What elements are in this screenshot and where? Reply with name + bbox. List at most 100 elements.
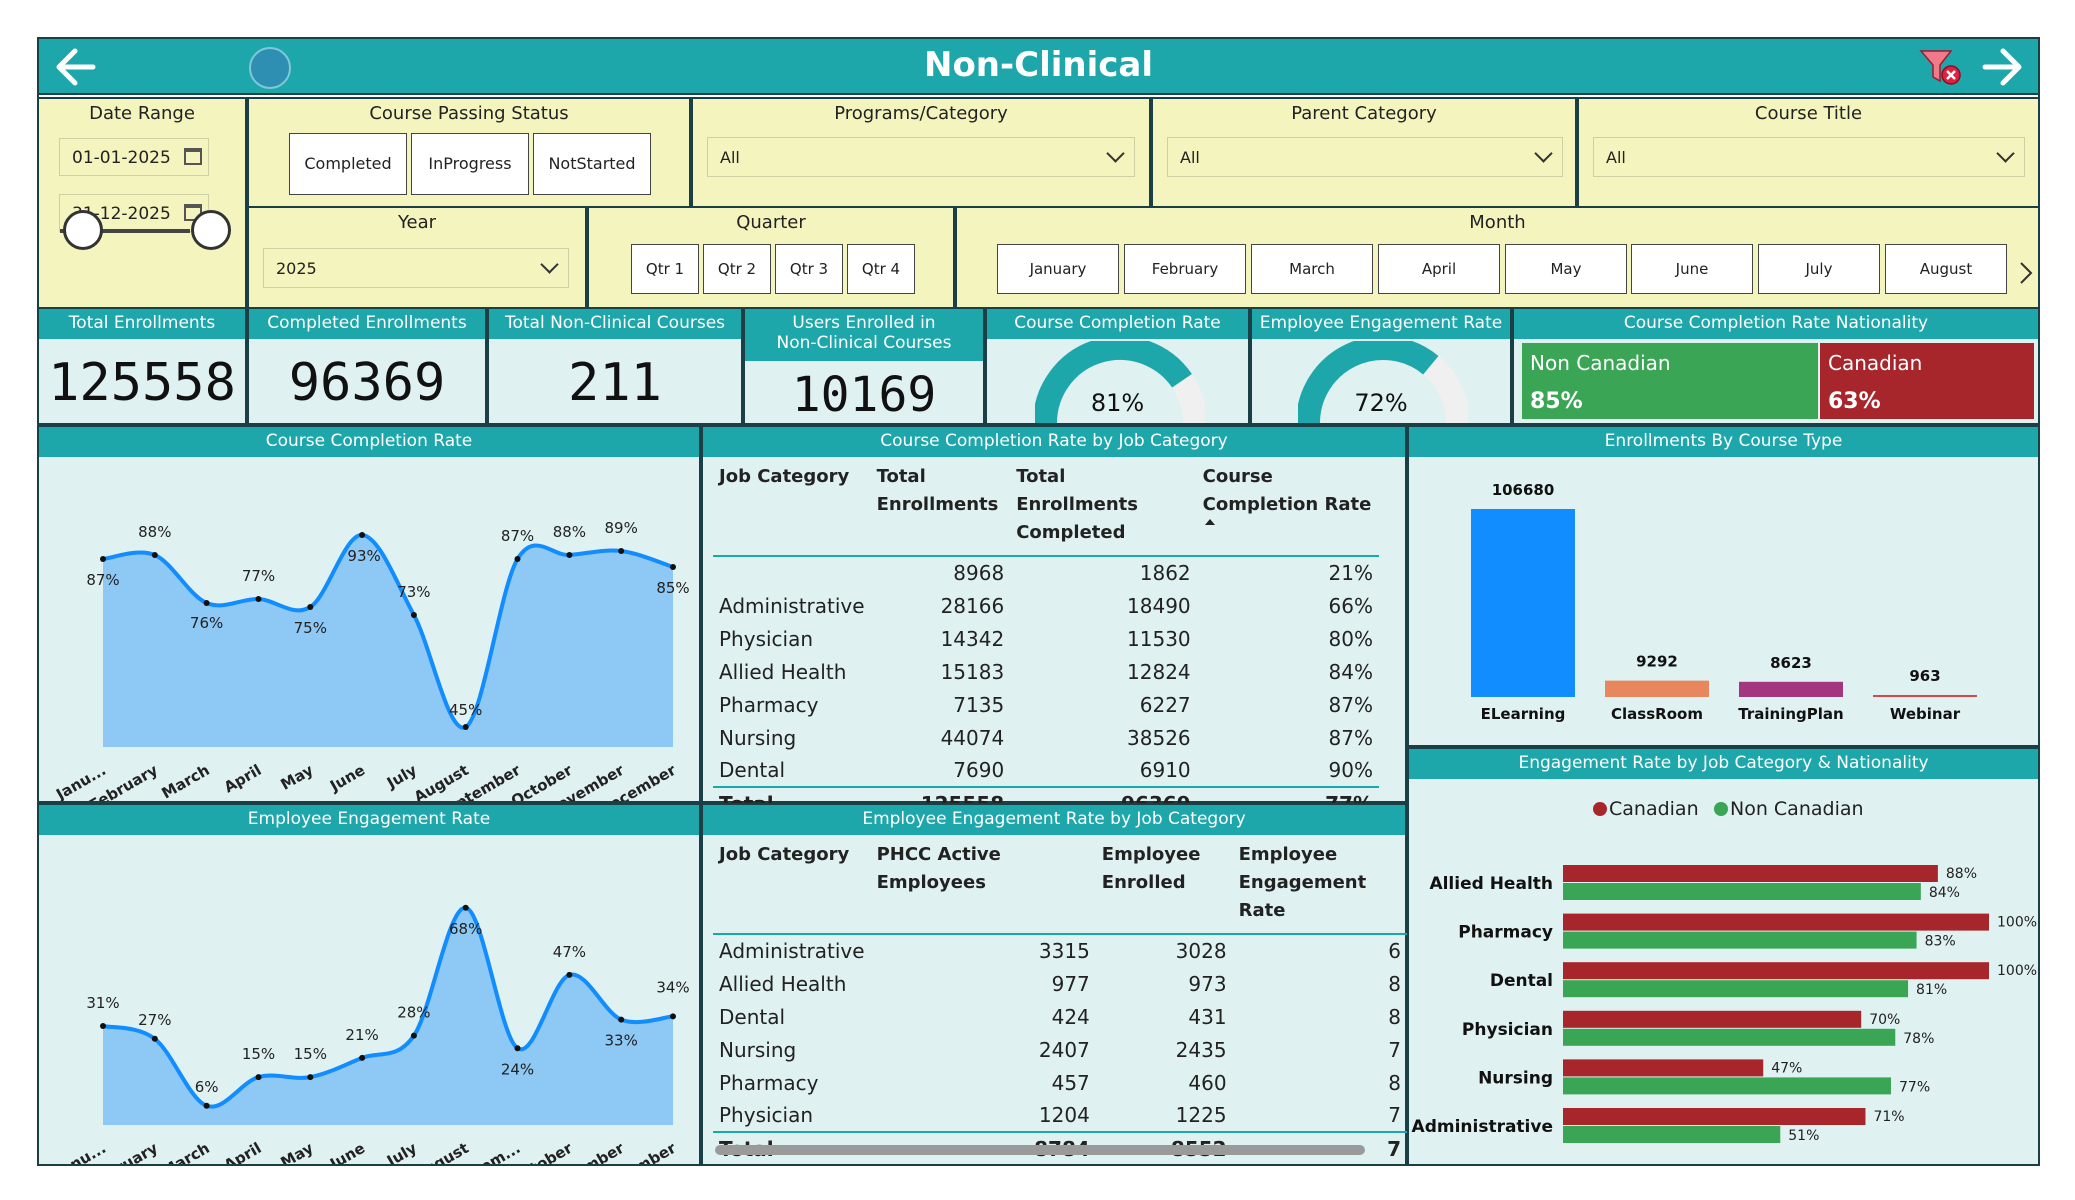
date-slider-end-handle[interactable] [191,210,231,250]
data-point[interactable] [255,596,262,602]
data-point[interactable] [151,552,158,558]
data-point[interactable] [618,1016,625,1023]
table-row[interactable]: Allied Health 977 973 8 [713,967,1407,1000]
bar-non-canadian[interactable] [1563,980,1909,998]
data-point[interactable] [255,1074,262,1081]
data-point[interactable] [307,604,314,610]
table-row[interactable]: Administrative 3315 3028 6 [713,934,1407,967]
table-row[interactable]: Pharmacy 7135 6227 87% [713,688,1379,721]
horizontal-scrollbar[interactable] [715,1145,1365,1155]
month-button-january[interactable]: January [997,244,1119,294]
legend-marker-non-canadian[interactable] [1714,802,1728,816]
legend-label-non-canadian[interactable]: Non Canadian [1730,798,1864,820]
col-total-enrollments[interactable]: Total Enrollments [870,463,1011,557]
month-button-august[interactable]: August [1885,244,2007,294]
bar-canadian[interactable] [1563,913,1989,931]
data-point[interactable] [151,1035,158,1042]
clear-filter-icon[interactable] [1919,47,1963,87]
month-button-june[interactable]: June [1631,244,1753,294]
bar-non-canadian[interactable] [1563,931,1917,949]
month-button-may[interactable]: May [1505,244,1627,294]
col-employee-enrolled[interactable]: Employee Enrolled [1095,841,1233,935]
chevron-down-icon[interactable] [1534,144,1553,163]
year-dropdown[interactable]: 2025 [263,248,569,288]
chevron-down-icon[interactable] [1106,144,1125,163]
canadian-tile[interactable]: Canadian 63% [1820,343,2034,419]
data-point[interactable] [410,1032,417,1039]
notstarted-button[interactable]: NotStarted [533,133,651,195]
table-row[interactable]: Dental 424 431 8 [713,1000,1407,1033]
data-point[interactable] [670,1013,676,1020]
month-button-april[interactable]: April [1378,244,1500,294]
bar[interactable] [1471,509,1575,697]
bar-non-canadian[interactable] [1563,883,1921,900]
data-point[interactable] [203,1102,210,1109]
col-total-completed[interactable]: Total Enrollments Completed [1010,463,1197,557]
programs-dropdown[interactable]: All [707,137,1135,177]
bar-non-canadian[interactable] [1563,1126,1781,1143]
table-row[interactable]: 8968 1862 21% [713,556,1379,589]
parent-category-dropdown[interactable]: All [1167,137,1563,177]
qtr3-button[interactable]: Qtr 3 [775,244,843,294]
table-row[interactable]: Allied Health 15183 12824 84% [713,655,1379,688]
table-row[interactable]: Physician 1204 1225 7 [713,1099,1407,1132]
table-row[interactable]: Administrative 28166 18490 66% [713,589,1379,622]
date-slider-track[interactable] [60,229,190,233]
course-title-dropdown[interactable]: All [1593,137,2025,177]
data-point[interactable] [462,724,469,730]
data-point[interactable] [670,564,676,570]
data-point[interactable] [203,600,210,606]
sort-ascending-icon[interactable] [1204,519,1215,525]
table-row[interactable]: Nursing 2407 2435 7 [713,1033,1407,1066]
table-row[interactable]: Nursing 44074 38526 87% [713,721,1379,754]
non-canadian-tile[interactable]: Non Canadian 85% [1522,343,1818,419]
forward-arrow-icon[interactable] [1979,45,2025,89]
bar-canadian[interactable] [1563,1059,1764,1077]
chevron-down-icon[interactable] [540,255,559,274]
col-completion-rate[interactable]: Course Completion Rate [1196,463,1379,557]
data-point[interactable] [359,532,366,538]
bar[interactable] [1873,695,1977,697]
data-point[interactable] [514,556,521,562]
col-engagement-rate[interactable]: Employee Engagement Rate [1232,841,1407,935]
qtr2-button[interactable]: Qtr 2 [703,244,771,294]
bar[interactable] [1739,681,1843,697]
month-button-march[interactable]: March [1251,244,1373,294]
qtr4-button[interactable]: Qtr 4 [847,244,915,294]
completed-button[interactable]: Completed [289,133,407,195]
month-button-july[interactable]: July [1758,244,1880,294]
legend-label-canadian[interactable]: Canadian [1609,798,1699,820]
table-row[interactable]: Pharmacy 457 460 8 [713,1066,1407,1099]
calendar-icon[interactable] [184,148,202,165]
table-row[interactable]: Dental 7690 6910 90% [713,754,1379,787]
bar-canadian[interactable] [1563,1108,1866,1125]
bar[interactable] [1605,680,1709,697]
start-date-input[interactable]: 01-01-2025 [59,138,209,176]
bar-canadian[interactable] [1563,865,1938,882]
back-arrow-icon[interactable] [53,45,99,89]
qtr1-button[interactable]: Qtr 1 [631,244,699,294]
chevron-right-icon[interactable] [2018,260,2034,286]
col-job-category[interactable]: Job Category [713,463,871,557]
bar-canadian[interactable] [1563,1010,1862,1028]
data-point[interactable] [359,1054,366,1061]
inprogress-button[interactable]: InProgress [411,133,529,195]
data-point[interactable] [462,904,469,911]
data-point[interactable] [410,612,417,618]
bar-non-canadian[interactable] [1563,1077,1892,1095]
data-point[interactable] [566,552,573,558]
col-active-employees[interactable]: PHCC Active Employees [870,841,1096,935]
data-point[interactable] [100,1023,106,1029]
data-point[interactable] [307,1074,314,1081]
chevron-down-icon[interactable] [1996,144,2015,163]
bar-non-canadian[interactable] [1563,1028,1896,1046]
data-point[interactable] [514,1045,521,1052]
date-slider-start-handle[interactable] [63,210,103,250]
bar-canadian[interactable] [1563,962,1989,980]
data-point[interactable] [566,971,573,978]
data-point[interactable] [618,548,625,554]
month-button-february[interactable]: February [1124,244,1246,294]
data-point[interactable] [100,556,106,562]
table-row[interactable]: Physician 14342 11530 80% [713,622,1379,655]
legend-marker-canadian[interactable] [1593,802,1607,816]
